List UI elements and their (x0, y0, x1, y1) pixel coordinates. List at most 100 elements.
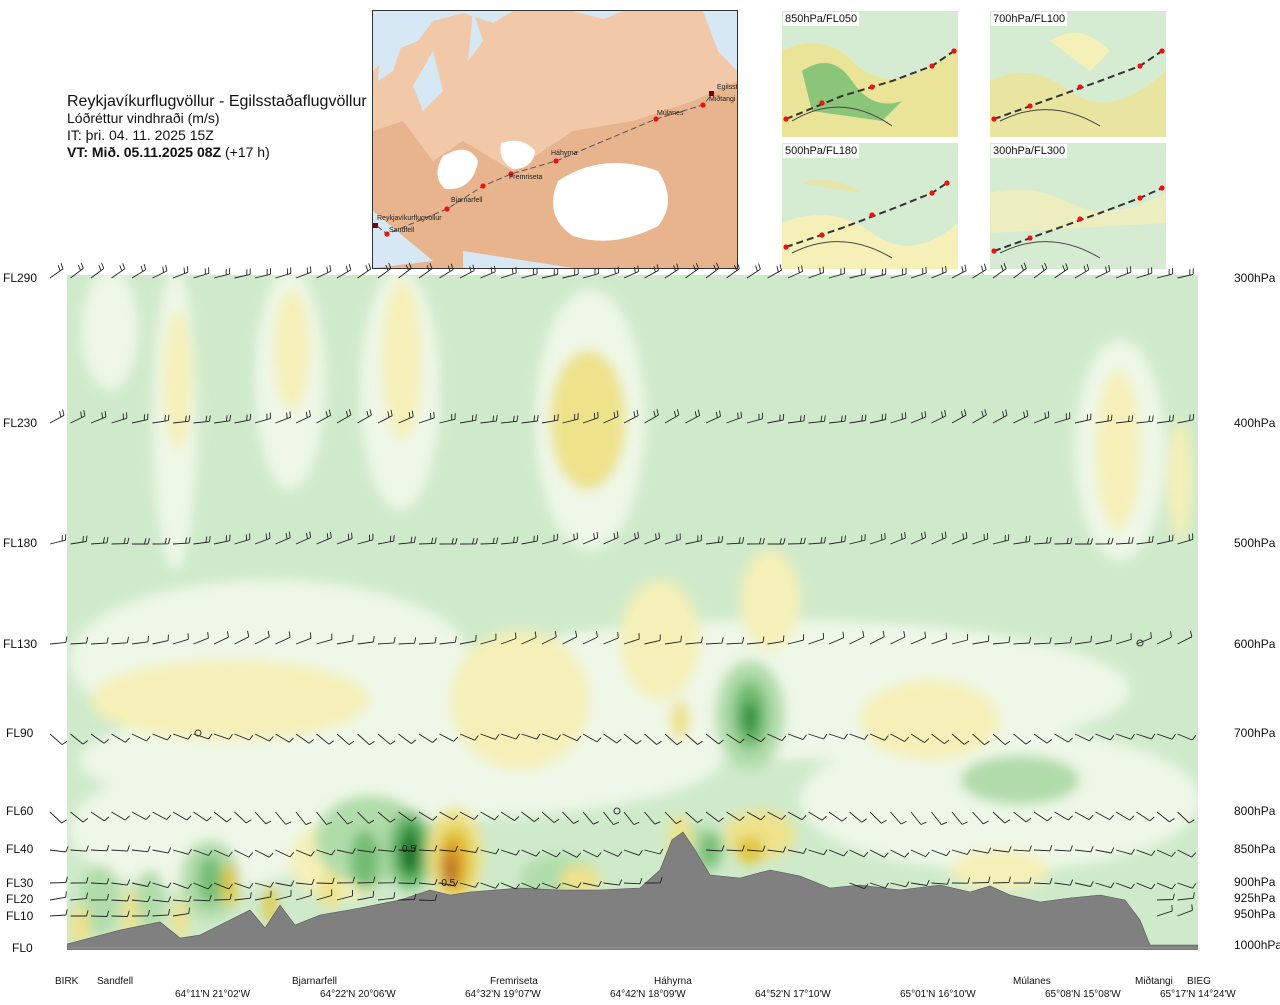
wind-barb (644, 264, 659, 279)
coordinate-labels: 64°11'N 21°02'W 64°22'N 20°06'W 64°32'N … (175, 989, 1236, 1000)
wind-barb (849, 631, 865, 645)
fl-label: FL290 (3, 271, 37, 285)
wind-barb (418, 262, 433, 279)
loc-label: BIRK (55, 976, 79, 987)
title-block: Reykjavíkurflugvöllur - Egilsstaðaflugvö… (67, 93, 367, 161)
loc-label: BIEG (1187, 976, 1211, 987)
wind-barb (644, 409, 659, 424)
wind-barb (275, 849, 295, 858)
wind-barb (70, 845, 89, 852)
wind-barb (439, 263, 454, 279)
wind-barb (1095, 537, 1114, 545)
wind-barb (480, 537, 499, 545)
wind-barb (1075, 538, 1094, 545)
mini-map-300-svg (990, 143, 1166, 269)
wind-barb (705, 262, 720, 279)
wind-barb (152, 414, 170, 424)
wind-barb (1156, 631, 1172, 645)
wind-barb (480, 811, 499, 821)
wind-barb (357, 890, 375, 901)
wind-barb (213, 893, 232, 901)
loc-label: Miðtangi (1135, 975, 1173, 987)
wind-barb (869, 733, 889, 741)
wind-barb (377, 733, 396, 745)
wind-barb (1054, 537, 1073, 545)
wind-barb (439, 845, 458, 852)
wind-barb (418, 845, 438, 852)
wind-barb (111, 879, 131, 886)
fl-label: FL60 (6, 804, 34, 818)
coord-label: 64°32'N 19°07'W (465, 989, 541, 1000)
wind-barb (951, 409, 967, 424)
wind-barb (828, 631, 845, 645)
wind-barb (582, 880, 602, 887)
wind-barb (931, 733, 950, 745)
wind-barb (439, 880, 459, 887)
wind-barb (1033, 878, 1053, 885)
wind-barb (1136, 811, 1155, 822)
valid-time-bold: VT: Mið. 05.11.2025 08Z (67, 144, 222, 160)
wind-barb (49, 891, 67, 901)
wind-barb (1013, 845, 1032, 852)
wind-barb (336, 889, 353, 901)
mini-map-500-svg (782, 143, 958, 269)
wind-barb (500, 266, 517, 279)
wind-barb (254, 881, 274, 888)
location-labels: BIRK Sandfell Bjarnarfell Fremriseta Háh… (55, 975, 1211, 987)
wind-barb (705, 811, 724, 822)
wind-barb (111, 412, 128, 424)
wind-barb (500, 733, 520, 740)
wind-barb (1177, 413, 1195, 424)
wind-barb (131, 635, 150, 645)
wind-barb (1115, 848, 1135, 855)
wind-barb (910, 879, 930, 886)
wind-barb (418, 733, 438, 743)
wind-barb (152, 733, 172, 741)
wind-barb (726, 845, 745, 852)
wind-barb (951, 264, 967, 279)
wind-barb (172, 907, 190, 917)
wind-barb (316, 633, 333, 645)
wind-barb (1177, 268, 1194, 279)
wind-barb (705, 733, 724, 745)
wind-barb (377, 409, 393, 424)
wind-barb (644, 848, 664, 855)
fl-label: FL180 (3, 536, 37, 550)
wind-barb (1095, 733, 1115, 741)
fl-label: FL230 (3, 416, 37, 430)
wind-barb (787, 847, 807, 854)
wind-barb (1074, 880, 1094, 887)
map-label-fremriseta: Fremriseta (509, 174, 543, 181)
wind-barb (316, 877, 335, 884)
wind-barb (849, 414, 867, 424)
hpa-label: 600hPa (1234, 637, 1276, 651)
wind-barb (398, 410, 414, 424)
wind-barb (521, 811, 540, 822)
loc-label: Múlanes (1013, 976, 1051, 987)
wind-barb (890, 412, 907, 424)
wind-barb (275, 880, 295, 887)
wind-barb (623, 849, 643, 856)
wind-barb (1013, 637, 1032, 645)
map-label-egilsstadir: Egilsstaðir (717, 83, 737, 91)
wind-barb (603, 811, 620, 826)
wind-barb (705, 845, 725, 852)
wind-barb (275, 733, 294, 743)
wind-barb (828, 535, 846, 545)
fl-label: FL30 (6, 876, 34, 890)
wind-barb (890, 268, 907, 279)
wind-barb (705, 536, 724, 545)
wind-barb (972, 876, 991, 884)
wind-barb (418, 537, 437, 545)
wind-barb (603, 849, 623, 857)
wind-barb (1136, 267, 1153, 279)
wind-barb (1054, 263, 1069, 279)
wind-barb (398, 733, 417, 744)
wind-barb (90, 844, 110, 852)
wind-barb (931, 878, 950, 885)
wind-barb (49, 409, 65, 424)
wind-barb (90, 411, 107, 424)
wind-barb (357, 876, 376, 884)
wind-barb (603, 410, 619, 424)
